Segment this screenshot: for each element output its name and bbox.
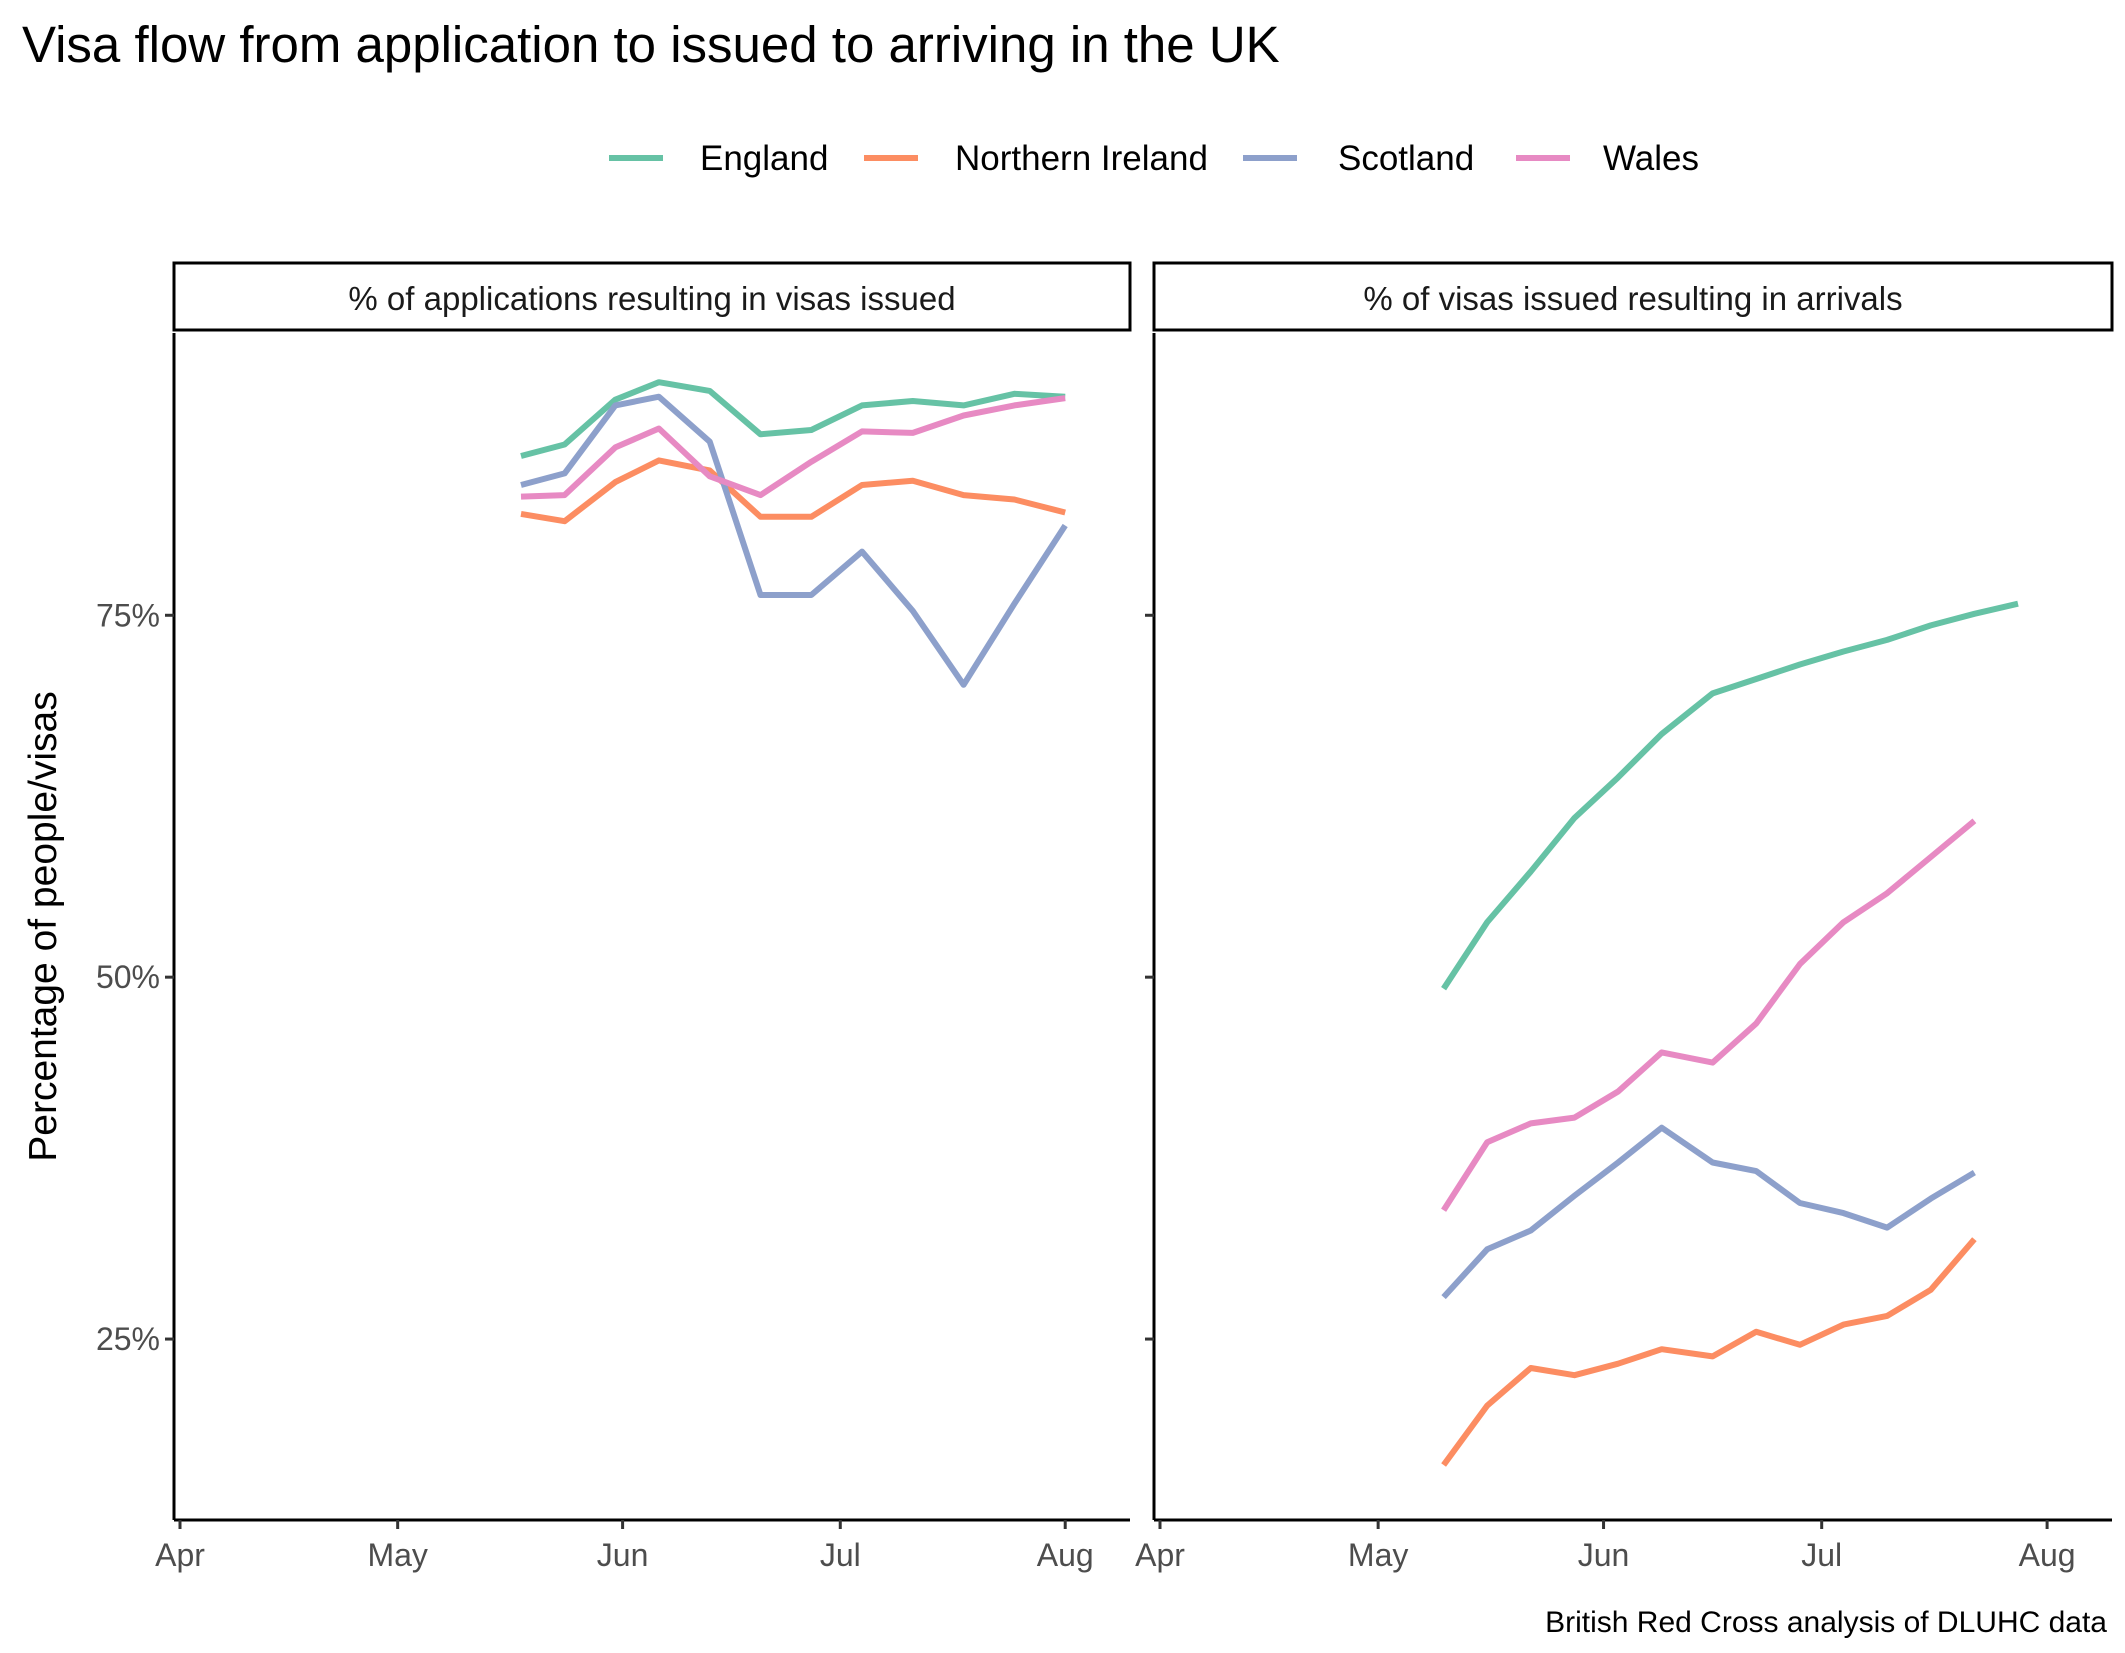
series-line-scotland: [1441, 1124, 1976, 1300]
series-line-northern-ireland: [520, 457, 1066, 525]
x-tick-label: Aug: [2019, 1537, 2076, 1573]
x-tick-label: Aug: [1037, 1537, 1094, 1573]
series-line-wales: [520, 395, 1066, 500]
panels: % of applications resulting in visas iss…: [96, 261, 2114, 1573]
legend-label-northern-ireland: Northern Ireland: [955, 139, 1208, 178]
legend-label-england: England: [700, 139, 828, 178]
x-tick-label: May: [367, 1537, 427, 1573]
y-tick-label: 25%: [96, 1321, 160, 1357]
legend-label-wales: Wales: [1603, 139, 1699, 178]
strip-label: % of visas issued resulting in arrivals: [1363, 280, 1902, 317]
series-line-scotland: [520, 393, 1068, 688]
x-tick-label: Apr: [155, 1537, 205, 1573]
x-tick-label: May: [1348, 1537, 1408, 1573]
series-line-england: [520, 379, 1066, 459]
x-tick-label: Jul: [1801, 1537, 1842, 1573]
strip-label: % of applications resulting in visas iss…: [348, 280, 955, 317]
y-axis-title: Percentage of people/visas: [22, 691, 65, 1161]
legend-label-scotland: Scotland: [1338, 139, 1474, 178]
caption: British Red Cross analysis of DLUHC data: [1545, 1606, 2107, 1639]
series-line-england: [1441, 600, 2019, 991]
y-tick-label: 50%: [96, 959, 160, 995]
x-tick-label: Jun: [597, 1537, 649, 1573]
x-tick-label: Jul: [820, 1537, 861, 1573]
strip-box: [1152, 261, 2114, 332]
x-tick-label: Apr: [1135, 1537, 1185, 1573]
strip-box: [172, 261, 1132, 332]
y-tick-label: 75%: [96, 597, 160, 633]
legend: England Northern Ireland Scotland Wales: [609, 139, 1699, 178]
panel-2: % of visas issued resulting in arrivals A…: [1135, 261, 2114, 1573]
series-line-wales: [1441, 818, 1977, 1212]
series-line-northern-ireland: [1441, 1237, 1977, 1467]
panel-1: % of applications resulting in visas iss…: [96, 261, 1132, 1573]
chart-title: Visa flow from application to issued to …: [22, 16, 1280, 73]
x-tick-label: Jun: [1578, 1537, 1630, 1573]
